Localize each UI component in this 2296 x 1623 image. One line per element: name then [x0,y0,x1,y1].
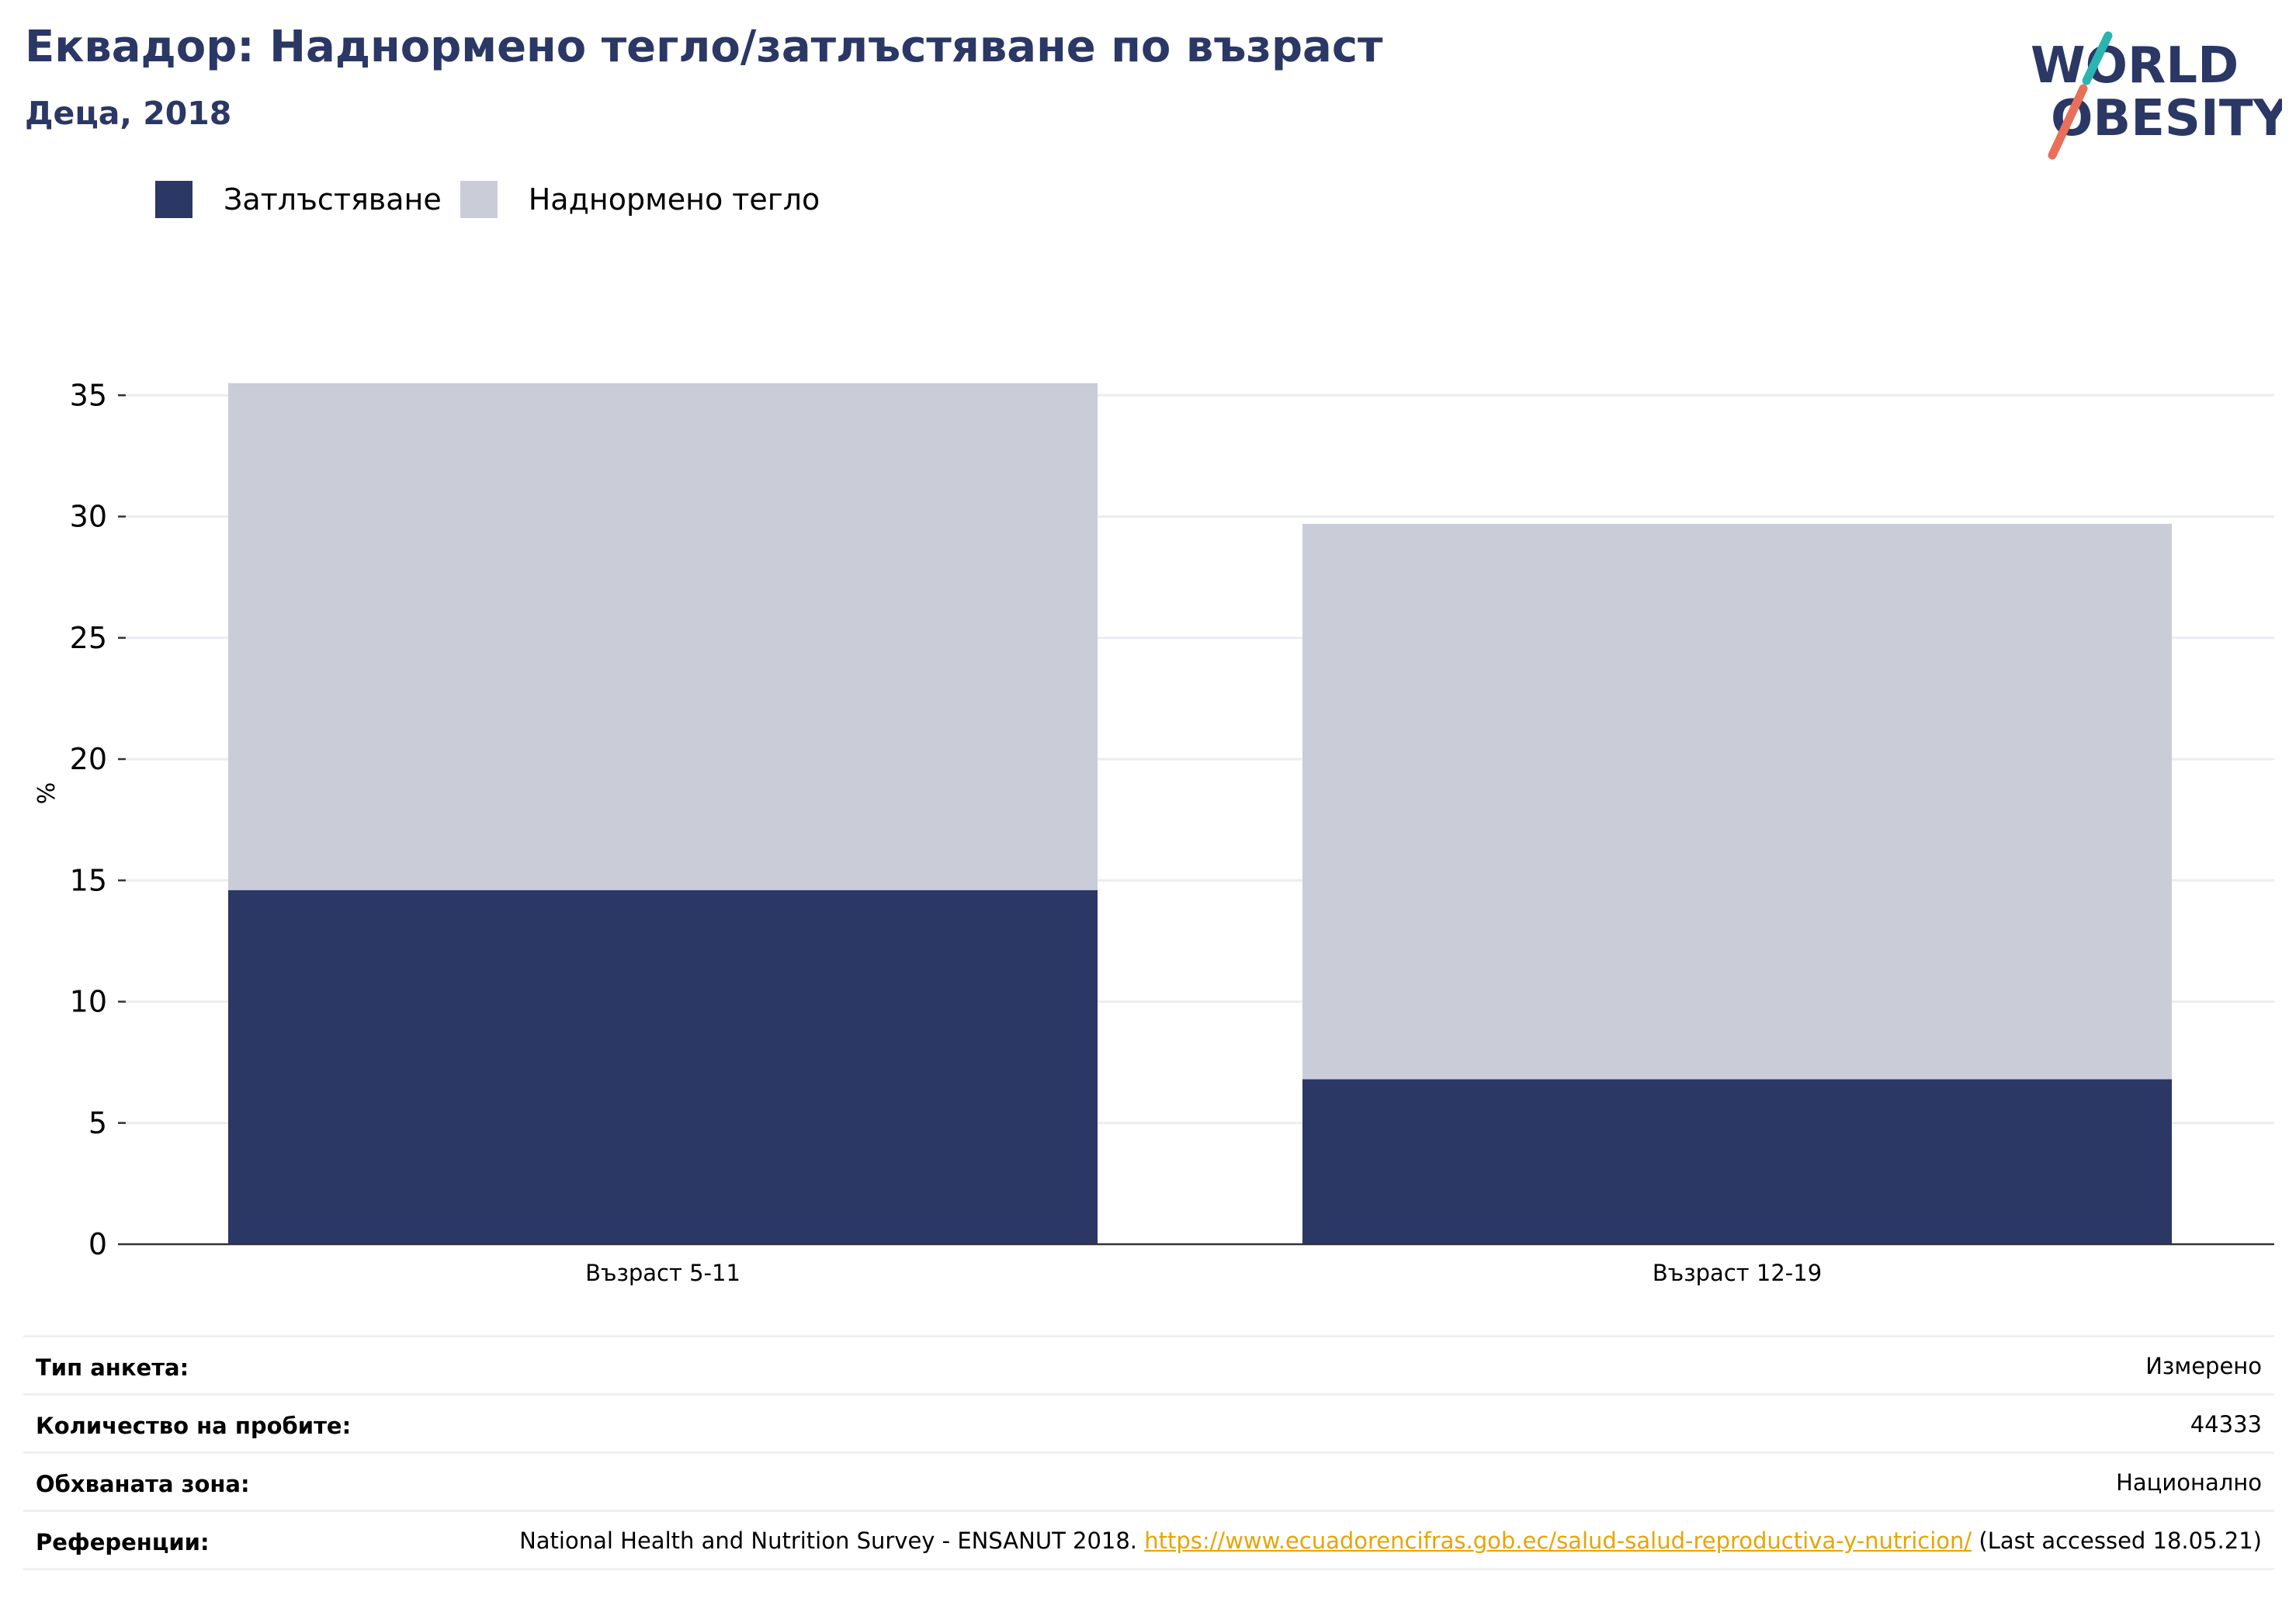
legend-swatch-overweight [460,181,498,218]
info-label: Тип анкета: [36,1354,189,1381]
logo-text-world: WORLD [2031,37,2239,95]
legend-item-overweight[interactable]: Наднормено тегло [460,181,820,218]
stacked-bar-chart: 0 5 10 15 20 25 30 35 Възраст 5-11 Възраст 12-19… [33,378,2274,1286]
info-row-sample-size: Количество на пробите: 44333 [23,1393,2274,1451]
x-tick-label: Възраст 12-19 [1653,1260,1822,1286]
bars [228,383,2172,1244]
y-axis-label: % [33,782,61,805]
info-label: Обхваната зона: [36,1471,250,1497]
info-value: 44333 [2190,1411,2262,1437]
y-tick-label: 30 [70,500,107,534]
bar-overweight-1[interactable] [1302,523,2172,1080]
world-obesity-logo: WORLD OBESITY [2031,31,2282,160]
reference-value: National Health and Nutrition Survey - E… [36,1529,2262,1552]
survey-info-table: Тип анкета: Измерено Количество на проби… [23,1335,2274,1570]
legend-label-overweight: Наднормено тегло [528,182,820,217]
y-tick-label: 10 [70,985,107,1019]
y-tick-label: 25 [70,621,107,655]
legend-label-obesity: Затлъстяване [224,182,442,217]
info-row-references: Референции: National Health and Nutritio… [23,1510,2274,1570]
y-tick-label: 35 [70,378,107,412]
x-axis-labels: Възраст 5-11 Възраст 12-19 [585,1260,1822,1286]
x-tick-label: Възраст 5-11 [585,1260,740,1286]
logo-slash-coral-icon [2048,84,2088,160]
bar-overweight-0[interactable] [228,383,1098,890]
y-tick-label: 20 [70,742,107,776]
chart-legend: Затлъстяване Наднормено тегло [155,180,838,219]
chart-subtitle: Деца, 2018 [25,95,232,132]
bar-obesity-1[interactable] [1302,1079,2172,1245]
legend-swatch-obesity [155,181,192,218]
info-row-survey-type: Тип анкета: Измерено [23,1335,2274,1393]
y-axis-ticks: 0 5 10 15 20 25 30 35 [70,378,126,1261]
y-tick-label: 15 [70,863,107,897]
bar-obesity-0[interactable] [228,890,1098,1244]
logo-text-obesity: OBESITY [2051,90,2282,147]
reference-text: National Health and Nutrition Survey - E… [519,1528,1145,1554]
info-value: Национално [2116,1469,2262,1496]
reference-accessed-text: (Last accessed 18.05.21) [1972,1528,2262,1554]
chart-title: Еквадор: Наднормено тегло/затлъстяване п… [25,22,1383,72]
reference-link[interactable]: https://www.ecuadorencifras.gob.ec/salud… [1144,1528,1972,1554]
info-label: Количество на пробите: [36,1413,352,1439]
legend-item-obesity[interactable]: Затлъстяване [155,181,442,218]
logo-slash-teal-icon [2082,31,2113,85]
info-row-coverage: Обхваната зона: Национално [23,1451,2274,1510]
info-value: Измерено [2145,1353,2262,1379]
info-label: Референции: [36,1529,210,1555]
y-tick-label: 5 [88,1106,107,1140]
y-tick-label: 0 [88,1227,107,1261]
